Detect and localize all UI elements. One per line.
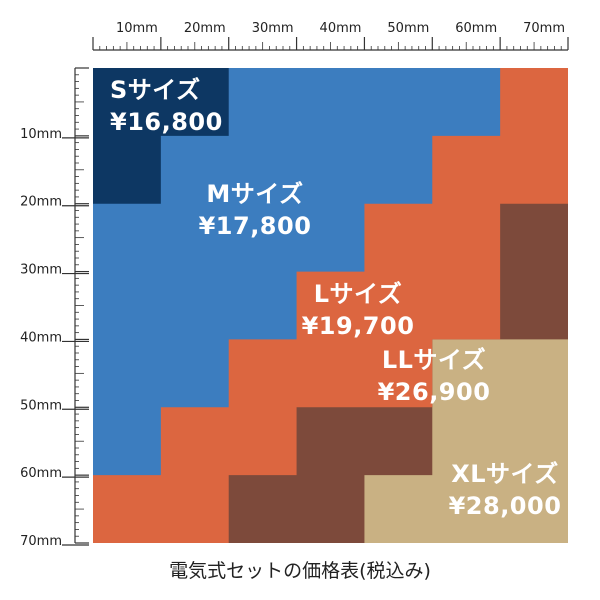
left-ruler: 10mm 20mm 30mm 40mm 50mm 60mm 70mm (20, 67, 89, 549)
top-ruler-label: 50mm (387, 21, 429, 36)
size-m-name: Mサイズ (206, 180, 304, 208)
size-m-label: Mサイズ ¥17,800 (180, 178, 330, 242)
size-ll-price: ¥26,900 (377, 378, 491, 406)
size-ll-name: LLサイズ (381, 346, 487, 374)
left-ruler-label: 30mm (20, 263, 62, 278)
left-ruler-label: 40mm (20, 330, 62, 345)
size-regions (93, 68, 568, 543)
top-ruler-label: 60mm (455, 21, 497, 36)
chart-caption: 電気式セットの価格表(税込み) (169, 560, 431, 582)
size-s-price: ¥16,800 (110, 108, 223, 136)
top-ruler-label: 70mm (523, 21, 565, 36)
top-ruler-label: 10mm (116, 21, 158, 36)
left-ruler-label: 70mm (20, 534, 62, 549)
left-ruler-label: 20mm (20, 195, 62, 210)
size-xl-price: ¥28,000 (448, 492, 562, 520)
size-xl-label: XLサイズ ¥28,000 (430, 458, 580, 522)
left-ruler-label: 50mm (20, 398, 62, 413)
size-l-price: ¥19,700 (301, 312, 415, 340)
left-ruler-label: 10mm (20, 127, 62, 142)
size-ll-label: LLサイズ ¥26,900 (364, 344, 504, 408)
region-m (93, 68, 501, 476)
top-ruler-label: 40mm (320, 21, 362, 36)
top-ruler-label: 20mm (184, 21, 226, 36)
left-ruler-label: 60mm (20, 466, 62, 481)
size-l-name: Lサイズ (313, 280, 403, 308)
region-s (93, 68, 229, 204)
size-xl-name: XLサイズ (451, 460, 559, 488)
top-ruler-label: 30mm (252, 21, 294, 36)
size-s-label: Sサイズ ¥16,800 (110, 74, 223, 138)
top-ruler: 10mm 20mm 30mm 40mm 50mm 60mm 70mm (92, 21, 569, 51)
size-l-label: Lサイズ ¥19,700 (282, 278, 434, 342)
size-m-price: ¥17,800 (198, 212, 312, 240)
size-s-name: Sサイズ (110, 76, 201, 104)
